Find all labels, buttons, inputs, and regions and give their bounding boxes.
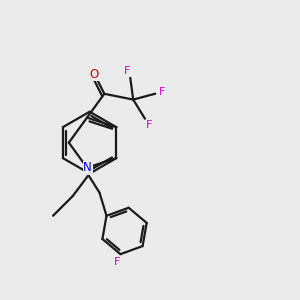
- Text: F: F: [124, 66, 130, 76]
- Text: F: F: [159, 87, 165, 97]
- Text: N: N: [83, 161, 92, 174]
- Text: F: F: [114, 257, 121, 267]
- Text: O: O: [90, 68, 99, 81]
- Text: F: F: [146, 120, 153, 130]
